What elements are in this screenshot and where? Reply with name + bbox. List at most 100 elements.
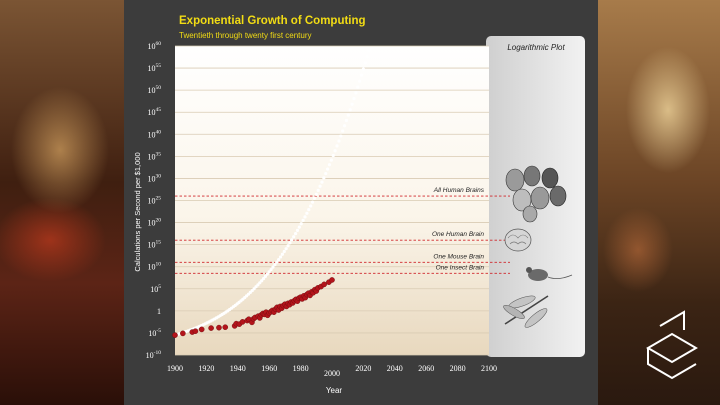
- projection-dot: [273, 263, 277, 267]
- x-tick-label: 1920: [198, 364, 214, 373]
- projection-dot: [352, 97, 356, 101]
- projection-dot: [307, 208, 311, 212]
- x-axis-label: Year: [326, 386, 343, 395]
- projection-dot: [303, 215, 307, 219]
- projection-dot: [292, 235, 296, 239]
- projection-dot: [363, 61, 367, 65]
- y-tick-label: 1010: [148, 262, 162, 272]
- projection-dot: [339, 134, 343, 138]
- data-point: [216, 324, 222, 331]
- x-tick-label: 2080: [450, 364, 466, 373]
- data-point: [172, 332, 178, 338]
- projection-dot: [350, 102, 354, 106]
- projection-dot: [337, 139, 341, 143]
- projection-dot: [297, 225, 301, 229]
- y-tick-label: 10-10: [146, 350, 162, 360]
- brain-icons: [503, 165, 573, 328]
- y-tick-label: 1050: [148, 85, 162, 95]
- y-tick-labels: 10-10 10-5 1 105 1010 1015 1020 1025 1030 1035 104…: [146, 41, 162, 360]
- reference-label: One Insect Brain: [436, 264, 485, 271]
- data-points: [172, 277, 335, 338]
- blurred-background-right: [598, 0, 720, 405]
- x-tick-label: 2060: [418, 364, 434, 373]
- x-tick-label: 2100: [481, 364, 497, 373]
- projection-dot: [365, 55, 369, 59]
- brand-logo-icon: [646, 310, 698, 380]
- projection-dot: [354, 91, 358, 95]
- projection-dot: [282, 249, 286, 254]
- projection-dot: [342, 124, 347, 128]
- y-tick-label: 1060: [148, 41, 162, 51]
- projection-dot: [316, 188, 320, 192]
- y-tick-label: 1020: [148, 218, 162, 228]
- projection-dot: [275, 260, 279, 264]
- reference-label: One Mouse Brain: [433, 253, 484, 260]
- human-faces-icon: [505, 165, 567, 223]
- projection-dot: [327, 163, 332, 167]
- projection-dot: [288, 241, 292, 245]
- projection-dot: [267, 270, 271, 274]
- y-tick-label: 1055: [148, 63, 162, 73]
- projection-dot: [258, 281, 262, 285]
- projection-trend: [173, 48, 371, 337]
- chart-title: Exponential Growth of Computing: [179, 15, 366, 27]
- projection-dot: [361, 67, 365, 71]
- dragonfly-icon: [503, 295, 549, 328]
- projection-dot: [335, 144, 339, 148]
- projection-dot: [271, 265, 275, 269]
- projection-dot: [348, 108, 352, 112]
- projection-dot: [326, 167, 330, 171]
- projection-dot: [329, 158, 333, 162]
- projection-dot: [278, 255, 283, 259]
- data-point: [321, 281, 327, 288]
- mouse-icon: [526, 267, 573, 281]
- y-tick-label: 1: [157, 307, 161, 316]
- projection-dot: [290, 238, 294, 242]
- x-tick-label: 2040: [387, 364, 403, 373]
- projection-dot: [260, 279, 264, 283]
- y-tick-label: 10-5: [148, 328, 161, 338]
- reference-labels: All Human Brains One Human Brain One Mouse…: [432, 187, 485, 271]
- reference-label: All Human Brains: [433, 187, 485, 194]
- y-tick-label: 1030: [148, 173, 162, 183]
- projection-dot: [314, 192, 318, 196]
- x-tick-label: 1940: [230, 364, 246, 373]
- chart-subtitle: Twentieth through twenty first century: [179, 31, 312, 40]
- data-point: [239, 319, 246, 325]
- blurred-background-left: [0, 0, 124, 405]
- side-panel-title: Logarithmic Plot: [507, 43, 565, 52]
- projection-dot: [341, 129, 345, 133]
- projection-dot: [256, 283, 260, 287]
- projection-dot: [269, 267, 273, 272]
- x-tick-label: 1980: [293, 364, 309, 373]
- data-point: [208, 325, 214, 331]
- y-tick-label: 1015: [148, 240, 162, 250]
- y-tick-label: 1045: [148, 107, 162, 117]
- projection-dot: [344, 118, 349, 123]
- projection-dot: [333, 149, 337, 153]
- y-tick-label: 1040: [148, 129, 162, 139]
- projection-dot: [331, 153, 335, 158]
- human-brain-icon: [504, 228, 532, 252]
- reference-label: One Human Brain: [432, 231, 484, 238]
- projection-dot: [280, 252, 284, 256]
- data-point: [180, 330, 186, 337]
- x-tick-label: 1900: [167, 364, 183, 373]
- projection-dot: [263, 274, 268, 279]
- projection-dot: [277, 257, 281, 262]
- projection-dot: [265, 272, 269, 276]
- data-point: [198, 326, 205, 333]
- grid-lines: [175, 45, 489, 356]
- projection-dot: [295, 228, 300, 232]
- projection-dot: [299, 222, 303, 226]
- projection-dot: [309, 204, 313, 208]
- data-point: [222, 324, 229, 330]
- x-tick-label: 2000: [324, 369, 340, 378]
- y-tick-label: 1025: [148, 196, 162, 206]
- projection-dot: [320, 180, 324, 184]
- projection-dot: [261, 276, 266, 281]
- projection-dot: [359, 73, 364, 77]
- projection-dot: [322, 176, 326, 180]
- y-tick-label: 105: [150, 284, 161, 294]
